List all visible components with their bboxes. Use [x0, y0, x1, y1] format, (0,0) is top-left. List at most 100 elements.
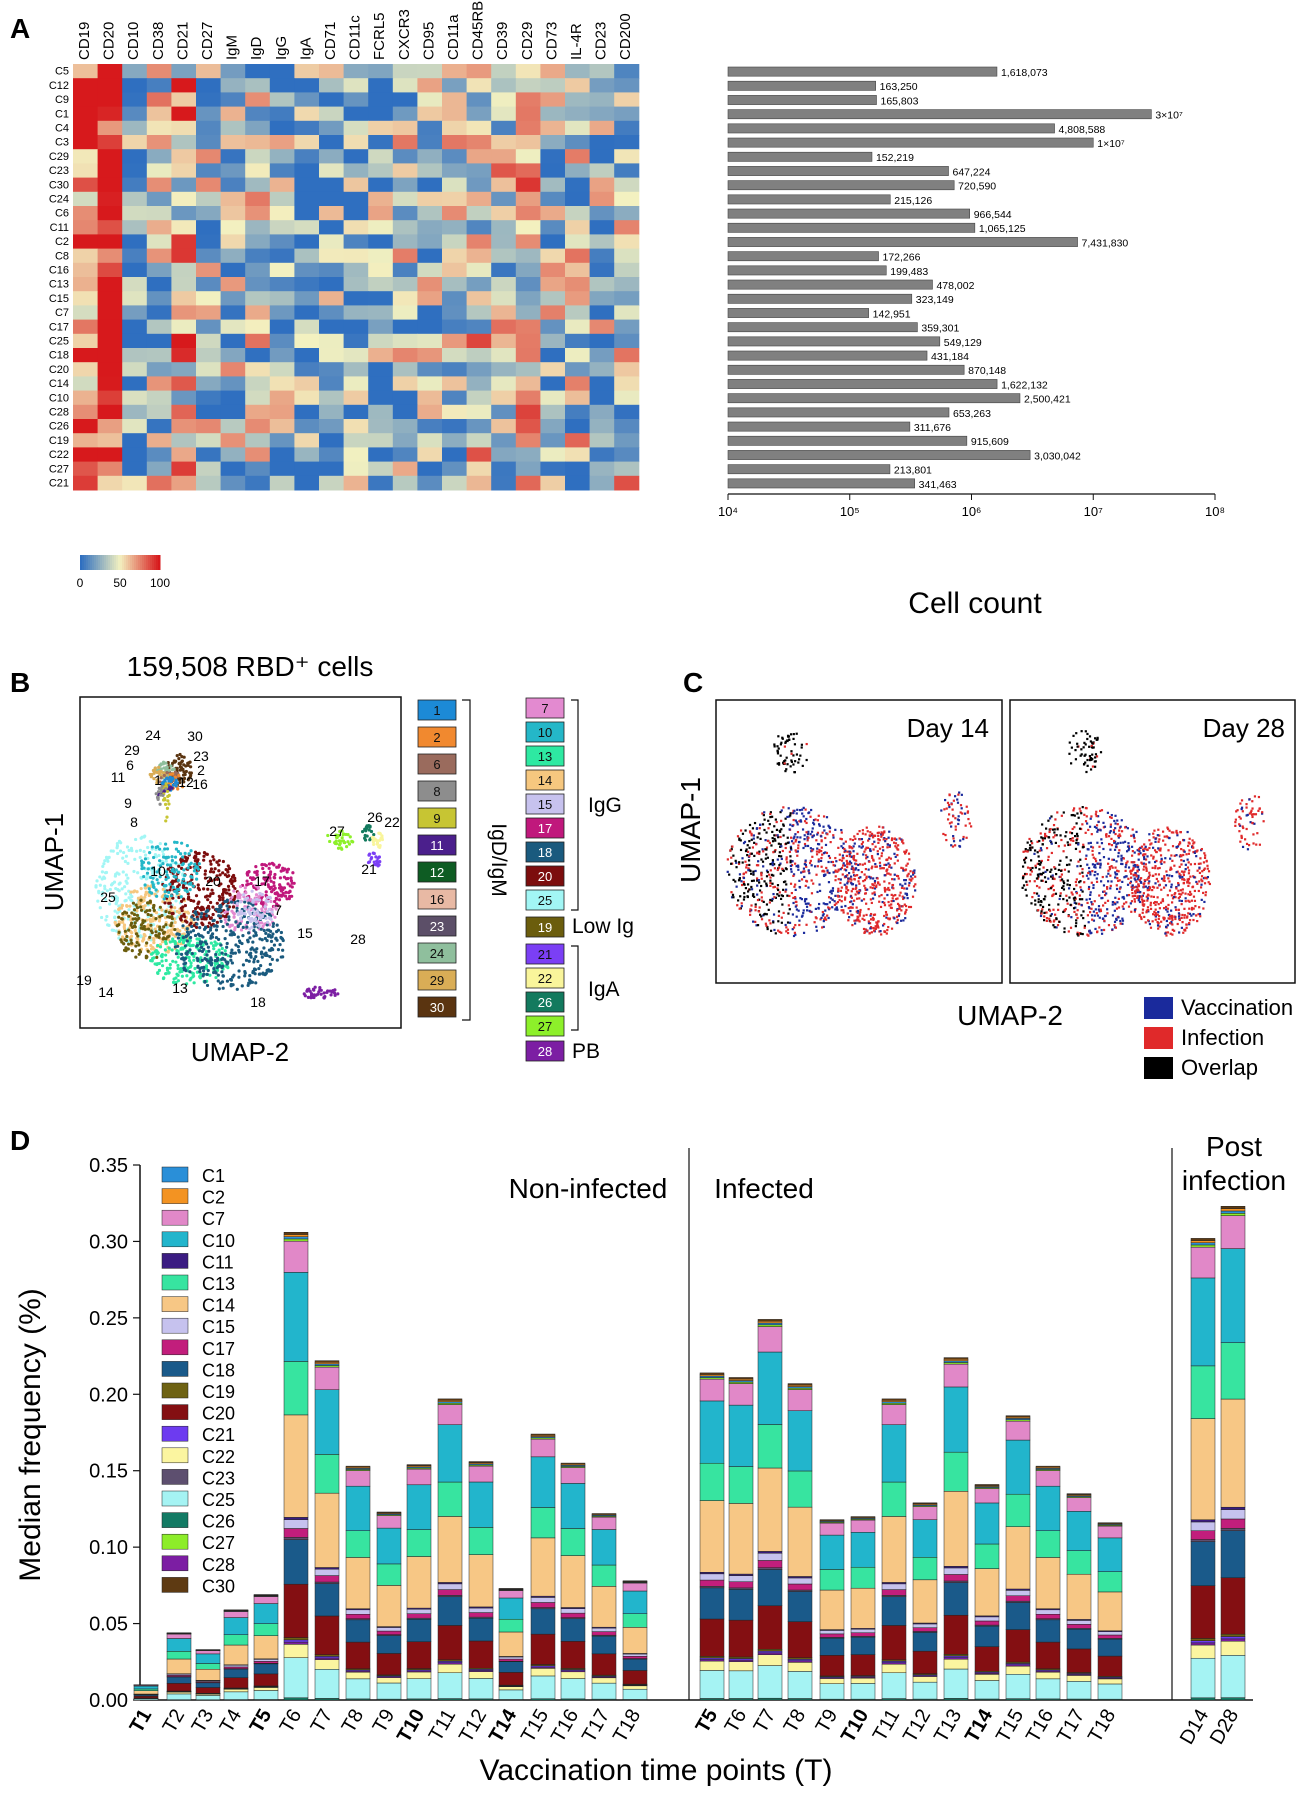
umap-point [241, 963, 246, 967]
umap-c-point [826, 914, 829, 917]
umap-c-point [1037, 862, 1041, 866]
umap-c-point [772, 851, 775, 854]
umap-c-point [869, 848, 872, 851]
umap-point [275, 902, 279, 906]
heatmap-cell [146, 291, 172, 306]
heatmap-cell [442, 149, 468, 164]
umap-c-point [858, 914, 861, 917]
heatmap-cell [146, 433, 172, 448]
umap-c-point [815, 873, 818, 876]
umap-c-point [944, 798, 947, 802]
umap-point [143, 886, 148, 890]
umap-c-point [874, 845, 877, 848]
umap-c-point [857, 876, 861, 880]
umap-c-point [1022, 874, 1025, 878]
umap-point [226, 954, 230, 958]
umap-c-point [792, 732, 795, 736]
umap-point [269, 885, 273, 889]
umap-point [176, 849, 180, 854]
heatmap-cell [97, 149, 123, 164]
umap-c-point [898, 894, 901, 897]
legend-b-label: 9 [433, 811, 440, 826]
umap-point [127, 928, 131, 932]
heatmap-cell [269, 404, 295, 420]
heatmap-cell [245, 248, 271, 264]
umap-c-point [1117, 834, 1120, 838]
umap-c-point [1100, 932, 1104, 935]
umap-c-point [826, 833, 829, 836]
umap-point [152, 908, 156, 912]
umap-c-point [760, 896, 763, 899]
umap-point [225, 904, 229, 908]
umap-point [225, 945, 229, 949]
heatmap-cell [491, 419, 517, 434]
umap-c-point [793, 835, 796, 838]
heatmap-cell [466, 376, 492, 392]
heatmap-cell [294, 419, 320, 434]
umap-c-point [883, 863, 886, 867]
umap-c-point [766, 856, 769, 859]
heatmap-cell [294, 163, 320, 179]
umap-c-point [848, 900, 852, 904]
umap-c-point [844, 904, 847, 908]
umap-c-point [869, 834, 872, 838]
heatmap-cell [392, 319, 418, 335]
umap-c-point [795, 900, 798, 904]
umap-c-point [884, 890, 887, 893]
umap-c-point [856, 909, 860, 913]
umap-c-point [1047, 887, 1050, 891]
heatmap-cell [171, 92, 197, 108]
umap-point [262, 870, 266, 875]
umap-point [254, 893, 259, 897]
umap-c-point [867, 922, 871, 925]
umap-c-point [865, 857, 868, 860]
umap-point [113, 909, 117, 913]
legend-b-group-lowig: Low Ig [572, 915, 634, 938]
heatmap-cell [589, 191, 615, 207]
umap-c-point [1025, 880, 1028, 883]
umap-point [224, 914, 228, 918]
umap-c-point [804, 863, 807, 867]
umap-c-point [845, 887, 848, 890]
heatmap-cell [392, 220, 418, 235]
umap-point [131, 917, 135, 921]
umap-c-point [858, 912, 861, 916]
heatmap-cell [442, 163, 468, 179]
umap-point [220, 946, 224, 951]
umap-c-point [798, 808, 802, 812]
cell-count-bar [727, 95, 877, 105]
umap-c-point [776, 884, 780, 887]
umap-c-point [792, 934, 796, 938]
umap-point [200, 958, 204, 962]
heatmap-cell [319, 163, 345, 179]
umap-c-point [1045, 911, 1048, 914]
umap-c-point [745, 848, 748, 851]
heatmap-cell [97, 376, 123, 392]
umap-point [255, 873, 259, 877]
umap-point [196, 937, 201, 941]
heatmap-cell [196, 135, 222, 150]
umap-c-point [799, 897, 802, 900]
umap-point [218, 981, 223, 985]
umap-c-point [1097, 815, 1100, 818]
heatmap-cell [392, 78, 418, 93]
umap-c-point [1054, 841, 1057, 845]
umap-c-point [839, 868, 842, 871]
umap-point [217, 948, 221, 952]
umap-point [150, 880, 154, 884]
umap-point [100, 893, 104, 897]
umap-point [143, 895, 147, 899]
umap-point [161, 861, 165, 866]
umap-point [248, 936, 252, 940]
umap-c-point [765, 882, 768, 885]
umap-point [180, 841, 184, 845]
heatmap-row-label: C21 [49, 477, 69, 489]
umap-point [174, 868, 178, 872]
umap-c-point [1053, 926, 1056, 929]
umap-point [139, 898, 143, 902]
umap-c-point [849, 875, 853, 878]
cell-count-value: 163,250 [880, 81, 918, 93]
umap-c-point [861, 832, 865, 835]
cell-count-bar [727, 407, 950, 418]
